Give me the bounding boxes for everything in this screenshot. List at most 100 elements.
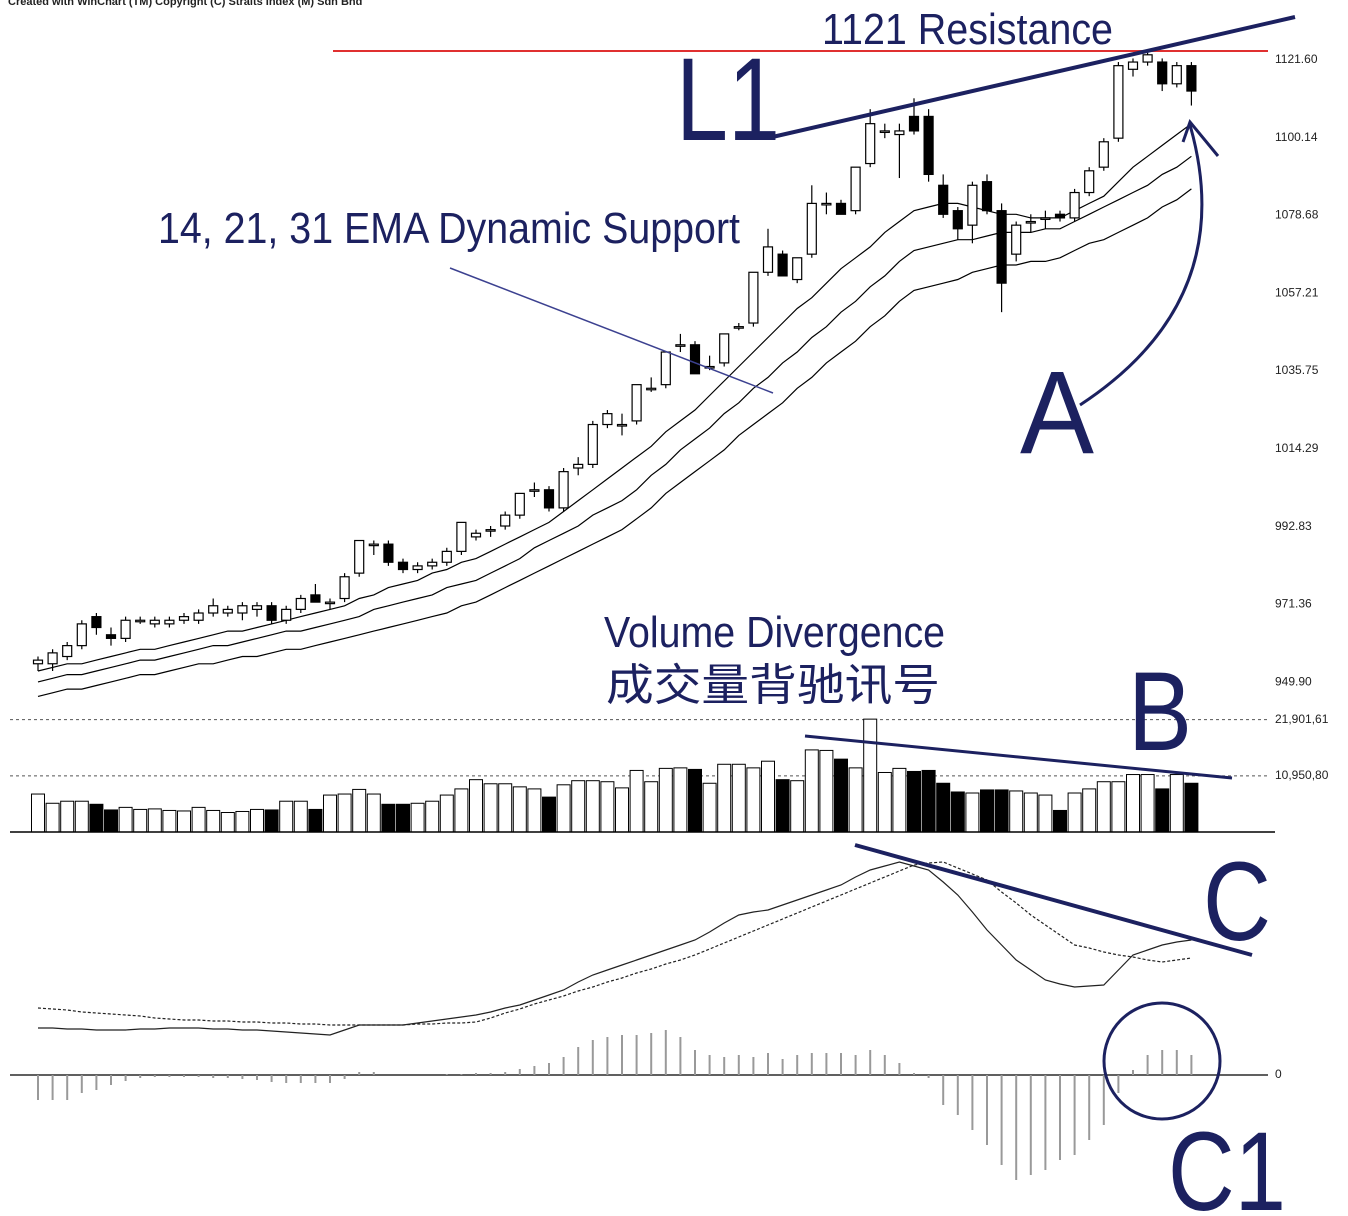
annotation: C1 <box>1168 1109 1286 1216</box>
candle-body <box>675 344 686 347</box>
candle-body <box>529 489 540 492</box>
volume-bar <box>366 793 381 833</box>
candle-body <box>543 489 555 509</box>
volume-bar <box>615 787 629 833</box>
volume-bar <box>1053 809 1067 833</box>
candle-body <box>821 202 832 206</box>
volume-bar <box>834 758 848 833</box>
y-tick-label: 1100.14 <box>1275 130 1318 144</box>
candle-body <box>733 326 744 329</box>
volume-bar <box>600 781 615 833</box>
volume-bar <box>1009 790 1024 833</box>
candle-body <box>120 619 131 639</box>
annotation: 成交量背驰讯号 <box>606 661 940 710</box>
volume-bar <box>804 749 819 833</box>
volume-bar <box>790 780 805 833</box>
volume-bar <box>1096 781 1111 833</box>
volume-bar <box>162 809 177 833</box>
candle-body <box>500 514 511 527</box>
volume-bar <box>731 763 746 833</box>
volume-bar <box>688 768 702 833</box>
candle-body <box>894 130 905 136</box>
candle-body <box>470 532 482 538</box>
trend-line-l1 <box>767 15 1296 140</box>
volume-bar <box>483 783 498 833</box>
candle-body <box>967 184 978 226</box>
volume-bar <box>892 767 907 833</box>
volume-bar <box>264 809 279 833</box>
candle-body <box>558 471 569 509</box>
volume-bar <box>775 779 790 833</box>
volume-bar <box>527 788 542 833</box>
volume-bar <box>498 783 513 833</box>
candle-body <box>879 130 890 134</box>
volume-bar <box>1023 792 1038 833</box>
volume-bar <box>220 812 235 833</box>
candle-body <box>208 605 219 614</box>
annotation: B <box>1128 649 1192 774</box>
candle-body <box>573 463 584 469</box>
candle-body <box>835 202 847 215</box>
candle-body <box>47 652 58 665</box>
candle-body <box>76 623 87 647</box>
candle-body <box>1127 61 1139 70</box>
y-tick-label: 992.83 <box>1275 519 1312 533</box>
candle-body <box>485 529 496 532</box>
candle-body <box>237 605 248 614</box>
volume-bar <box>1126 774 1140 833</box>
candle-body <box>193 612 204 621</box>
arrow-head <box>1181 118 1220 157</box>
volume-bar <box>89 803 104 833</box>
candle-body <box>1054 213 1066 219</box>
candle-body <box>806 202 817 255</box>
candle-body <box>908 115 920 132</box>
volume-bar <box>469 779 483 833</box>
candle-body <box>412 565 423 571</box>
volume-bar <box>293 800 308 833</box>
candle-body <box>952 210 963 230</box>
volume-bar <box>279 800 294 833</box>
volume-bar <box>104 809 118 833</box>
candle-body <box>441 550 452 563</box>
volume-bar <box>761 760 775 833</box>
volume-bar <box>1140 774 1155 833</box>
volume-bar <box>542 796 556 833</box>
y-tick-label: 1121.60 <box>1275 52 1318 66</box>
annotation: 14, 21, 31 EMA Dynamic Support <box>158 204 740 253</box>
volume-bar <box>1038 794 1053 833</box>
trend-line-b <box>804 734 1233 780</box>
candle-body <box>1142 54 1153 63</box>
volume-bar <box>191 806 206 833</box>
candle-body <box>1084 170 1095 194</box>
volume-bar <box>235 810 250 833</box>
y-tick-label: 1035.75 <box>1275 363 1319 377</box>
candle-body <box>178 616 190 621</box>
y-tick-label: 10,950,80 <box>1275 768 1329 782</box>
volume-bar <box>147 808 162 833</box>
y-tick-label: 1014.29 <box>1275 441 1319 455</box>
candle-body <box>850 166 861 212</box>
candle-body <box>1025 220 1036 224</box>
candle-body <box>295 597 306 610</box>
candle-body <box>1171 65 1182 85</box>
candle-body <box>1040 217 1051 221</box>
candle-body <box>456 521 467 552</box>
y-tick-label: 949.90 <box>1275 674 1312 688</box>
annotation: Volume Divergence <box>604 608 945 657</box>
candle-body <box>91 616 102 629</box>
header: Created with WinChart (TM) Copyright (C)… <box>8 0 362 8</box>
candle-body <box>602 413 613 426</box>
candle-body <box>427 561 438 567</box>
volume-bar <box>950 791 965 833</box>
volume-bar <box>658 767 673 833</box>
candle-body <box>514 492 525 516</box>
candle-body <box>32 659 44 665</box>
volume-bar <box>673 767 688 833</box>
candle-body <box>62 645 73 658</box>
volume-bar <box>1169 774 1184 833</box>
volume-bar <box>863 718 878 833</box>
arrow-a <box>1079 124 1204 407</box>
volume-bar <box>31 793 45 833</box>
trend-line-c <box>854 843 1253 957</box>
volume-bar <box>177 810 191 833</box>
